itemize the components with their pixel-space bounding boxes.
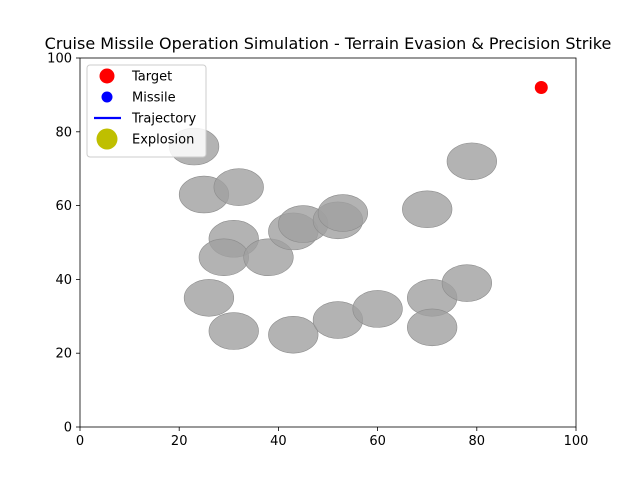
x-tick-label-100: 100: [564, 434, 589, 449]
obstacle-20: [441, 264, 492, 302]
obstacle-6: [243, 238, 294, 277]
x-tick-label-20: 20: [171, 434, 188, 449]
x-tick-label-0: 0: [76, 434, 84, 449]
plot-frame: [79, 57, 577, 428]
x-tick-label-40: 40: [270, 434, 287, 449]
legend-marker-explosion: [96, 128, 118, 150]
y-tick-label-40: 40: [55, 273, 72, 288]
x-tick-label-80: 80: [469, 434, 486, 449]
y-tick-label-80: 80: [55, 125, 72, 140]
legend-label-target: Target: [131, 70, 172, 85]
obstacle-12: [446, 142, 497, 181]
obstacle-17: [352, 290, 403, 328]
obstacles-layer: [168, 127, 497, 354]
y-tick-label-100: 100: [47, 52, 72, 67]
obstacle-11: [402, 190, 453, 229]
points-layer: [534, 81, 548, 95]
target-point: [534, 81, 548, 95]
obstacle-15: [268, 315, 319, 354]
x-tick-label-60: 60: [369, 434, 386, 449]
obstacle-5: [198, 238, 249, 277]
legend-label-missile: Missile: [132, 91, 176, 106]
chart-title: Cruise Missile Operation Simulation - Te…: [45, 34, 612, 53]
legend-label-explosion: Explosion: [132, 133, 194, 148]
legend-label-trajectory: Trajectory: [131, 112, 196, 127]
legend-frame: [86, 64, 207, 158]
legend-marker-missile: [101, 91, 113, 103]
y-tick-label-60: 60: [55, 199, 72, 214]
obstacle-10: [317, 194, 368, 232]
obstacle-19: [407, 308, 458, 347]
x-axis: 0 20 40 60 80 100: [76, 427, 589, 449]
obstacle-13: [183, 279, 235, 317]
y-tick-label-0: 0: [64, 421, 72, 436]
obstacle-14: [208, 312, 259, 350]
legend: Target Missile Trajectory Explosion: [86, 64, 207, 158]
obstacle-3: [213, 168, 264, 206]
legend-marker-target: [99, 68, 115, 84]
y-axis: 0 20 40 60 80 100: [47, 52, 80, 436]
y-tick-label-20: 20: [55, 347, 72, 362]
